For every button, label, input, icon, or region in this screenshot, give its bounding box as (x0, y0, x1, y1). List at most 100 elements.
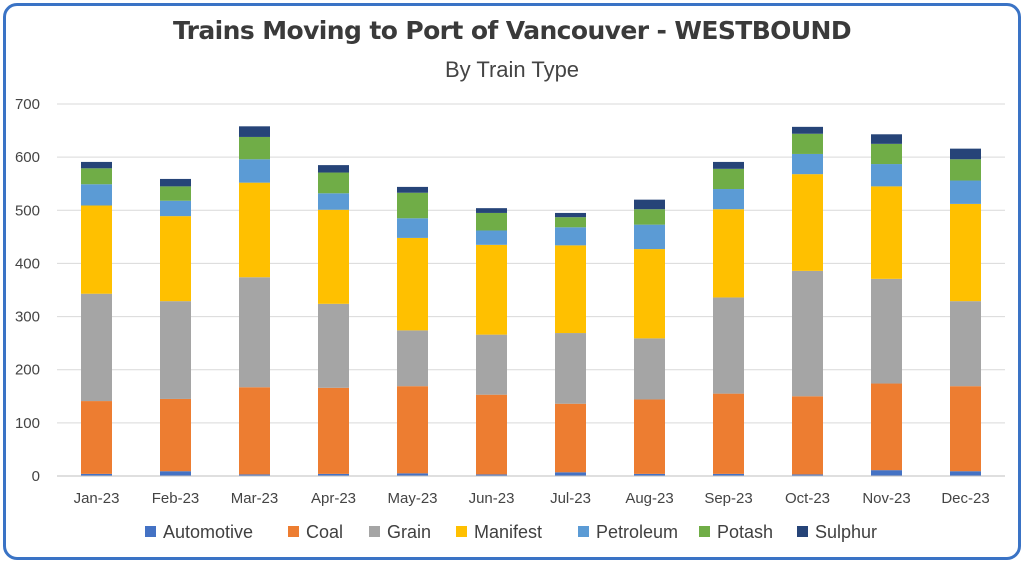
bar-potash-feb-23 (160, 186, 191, 201)
bar-petroleum-feb-23 (160, 200, 191, 217)
bar-coal-dec-23 (950, 386, 981, 472)
x-tick-label: Dec-23 (941, 490, 989, 507)
bar-potash-nov-23 (871, 143, 902, 165)
bar-automotive-jun-23 (476, 474, 507, 476)
chart-subtitle: By Train Type (444, 57, 580, 82)
bar-automotive-jan-23 (81, 473, 112, 476)
bar-petroleum-nov-23 (871, 164, 902, 187)
bar-potash-apr-23 (318, 172, 349, 194)
bar-manifest-feb-23 (160, 216, 191, 302)
bar-manifest-oct-23 (792, 174, 823, 271)
x-tick-label: Jul-23 (550, 490, 591, 507)
bar-sulphur-apr-23 (318, 165, 349, 173)
bar-potash-dec-23 (950, 159, 981, 181)
bar-grain-feb-23 (160, 301, 191, 399)
bar-automotive-apr-23 (318, 473, 349, 476)
bar-grain-jun-23 (476, 334, 507, 395)
y-tick-label: 700 (15, 96, 40, 113)
bar-potash-mar-23 (239, 136, 270, 160)
bar-coal-jul-23 (555, 403, 586, 473)
x-tick-label: Jun-23 (469, 490, 515, 507)
x-tick-label: Sep-23 (704, 490, 752, 507)
bar-petroleum-aug-23 (634, 224, 665, 250)
bar-automotive-aug-23 (634, 473, 665, 476)
y-tick-label: 0 (32, 468, 40, 485)
bar-grain-jul-23 (555, 333, 586, 404)
bar-manifest-jul-23 (555, 245, 586, 334)
x-tick-label: Oct-23 (785, 490, 830, 507)
bar-coal-may-23 (397, 386, 428, 474)
bar-petroleum-jul-23 (555, 227, 586, 246)
legend-label-petroleum: Petroleum (596, 522, 678, 542)
bar-manifest-nov-23 (871, 186, 902, 279)
legend-label-sulphur: Sulphur (815, 522, 877, 542)
bar-petroleum-jan-23 (81, 184, 112, 206)
bar-automotive-sep-23 (713, 473, 744, 476)
bar-potash-aug-23 (634, 209, 665, 225)
bar-potash-jul-23 (555, 217, 586, 228)
bar-sulphur-jan-23 (81, 161, 112, 169)
x-tick-label: Feb-23 (152, 490, 200, 507)
x-tick-label: Aug-23 (625, 490, 673, 507)
legend-swatch-manifest (456, 526, 467, 537)
legend-label-grain: Grain (387, 522, 431, 542)
y-tick-label: 200 (15, 362, 40, 379)
bar-sulphur-feb-23 (160, 178, 191, 187)
bar-manifest-jan-23 (81, 205, 112, 294)
x-tick-label: Mar-23 (231, 490, 279, 507)
bar-automotive-feb-23 (160, 471, 191, 476)
bar-sulphur-sep-23 (713, 161, 744, 169)
bar-grain-apr-23 (318, 303, 349, 388)
bar-potash-sep-23 (713, 168, 744, 190)
bar-automotive-jul-23 (555, 472, 586, 476)
bar-automotive-nov-23 (871, 470, 902, 476)
bar-sulphur-dec-23 (950, 148, 981, 160)
bar-manifest-may-23 (397, 237, 428, 331)
bar-manifest-jun-23 (476, 244, 507, 335)
bar-petroleum-may-23 (397, 218, 428, 238)
bar-manifest-mar-23 (239, 182, 270, 278)
bar-sulphur-mar-23 (239, 126, 270, 137)
bar-coal-apr-23 (318, 387, 349, 474)
y-tick-label: 500 (15, 202, 40, 219)
bar-grain-jan-23 (81, 293, 112, 402)
bar-coal-jan-23 (81, 401, 112, 474)
y-tick-label: 100 (15, 415, 40, 432)
x-tick-label: May-23 (387, 490, 437, 507)
legend-label-manifest: Manifest (474, 522, 542, 542)
bar-sulphur-aug-23 (634, 199, 665, 210)
bar-coal-nov-23 (871, 383, 902, 471)
bar-potash-jun-23 (476, 212, 507, 231)
bar-grain-nov-23 (871, 278, 902, 384)
bar-petroleum-sep-23 (713, 189, 744, 210)
bar-sulphur-jun-23 (476, 208, 507, 213)
bar-coal-sep-23 (713, 393, 744, 474)
bar-potash-oct-23 (792, 133, 823, 154)
legend-swatch-coal (288, 526, 299, 537)
y-tick-label: 600 (15, 149, 40, 166)
chart-title: Trains Moving to Port of Vancouver - WES… (172, 16, 852, 45)
bar-potash-may-23 (397, 192, 428, 219)
bar-coal-oct-23 (792, 396, 823, 475)
bar-coal-feb-23 (160, 398, 191, 472)
bar-manifest-aug-23 (634, 249, 665, 339)
y-tick-label: 400 (15, 255, 40, 272)
x-tick-label: Apr-23 (311, 490, 356, 507)
legend-label-automotive: Automotive (163, 522, 253, 542)
bar-manifest-apr-23 (318, 209, 349, 304)
bar-potash-jan-23 (81, 168, 112, 185)
legend-swatch-automotive (145, 526, 156, 537)
bar-automotive-mar-23 (239, 474, 270, 476)
bar-petroleum-dec-23 (950, 180, 981, 204)
bar-grain-aug-23 (634, 338, 665, 400)
legend-swatch-grain (369, 526, 380, 537)
bar-coal-mar-23 (239, 387, 270, 475)
bar-sulphur-jul-23 (555, 212, 586, 218)
bar-petroleum-mar-23 (239, 159, 270, 183)
bar-grain-sep-23 (713, 297, 744, 394)
y-tick-label: 300 (15, 309, 40, 326)
bar-grain-dec-23 (950, 301, 981, 387)
bar-grain-mar-23 (239, 277, 270, 388)
bar-grain-may-23 (397, 330, 428, 387)
